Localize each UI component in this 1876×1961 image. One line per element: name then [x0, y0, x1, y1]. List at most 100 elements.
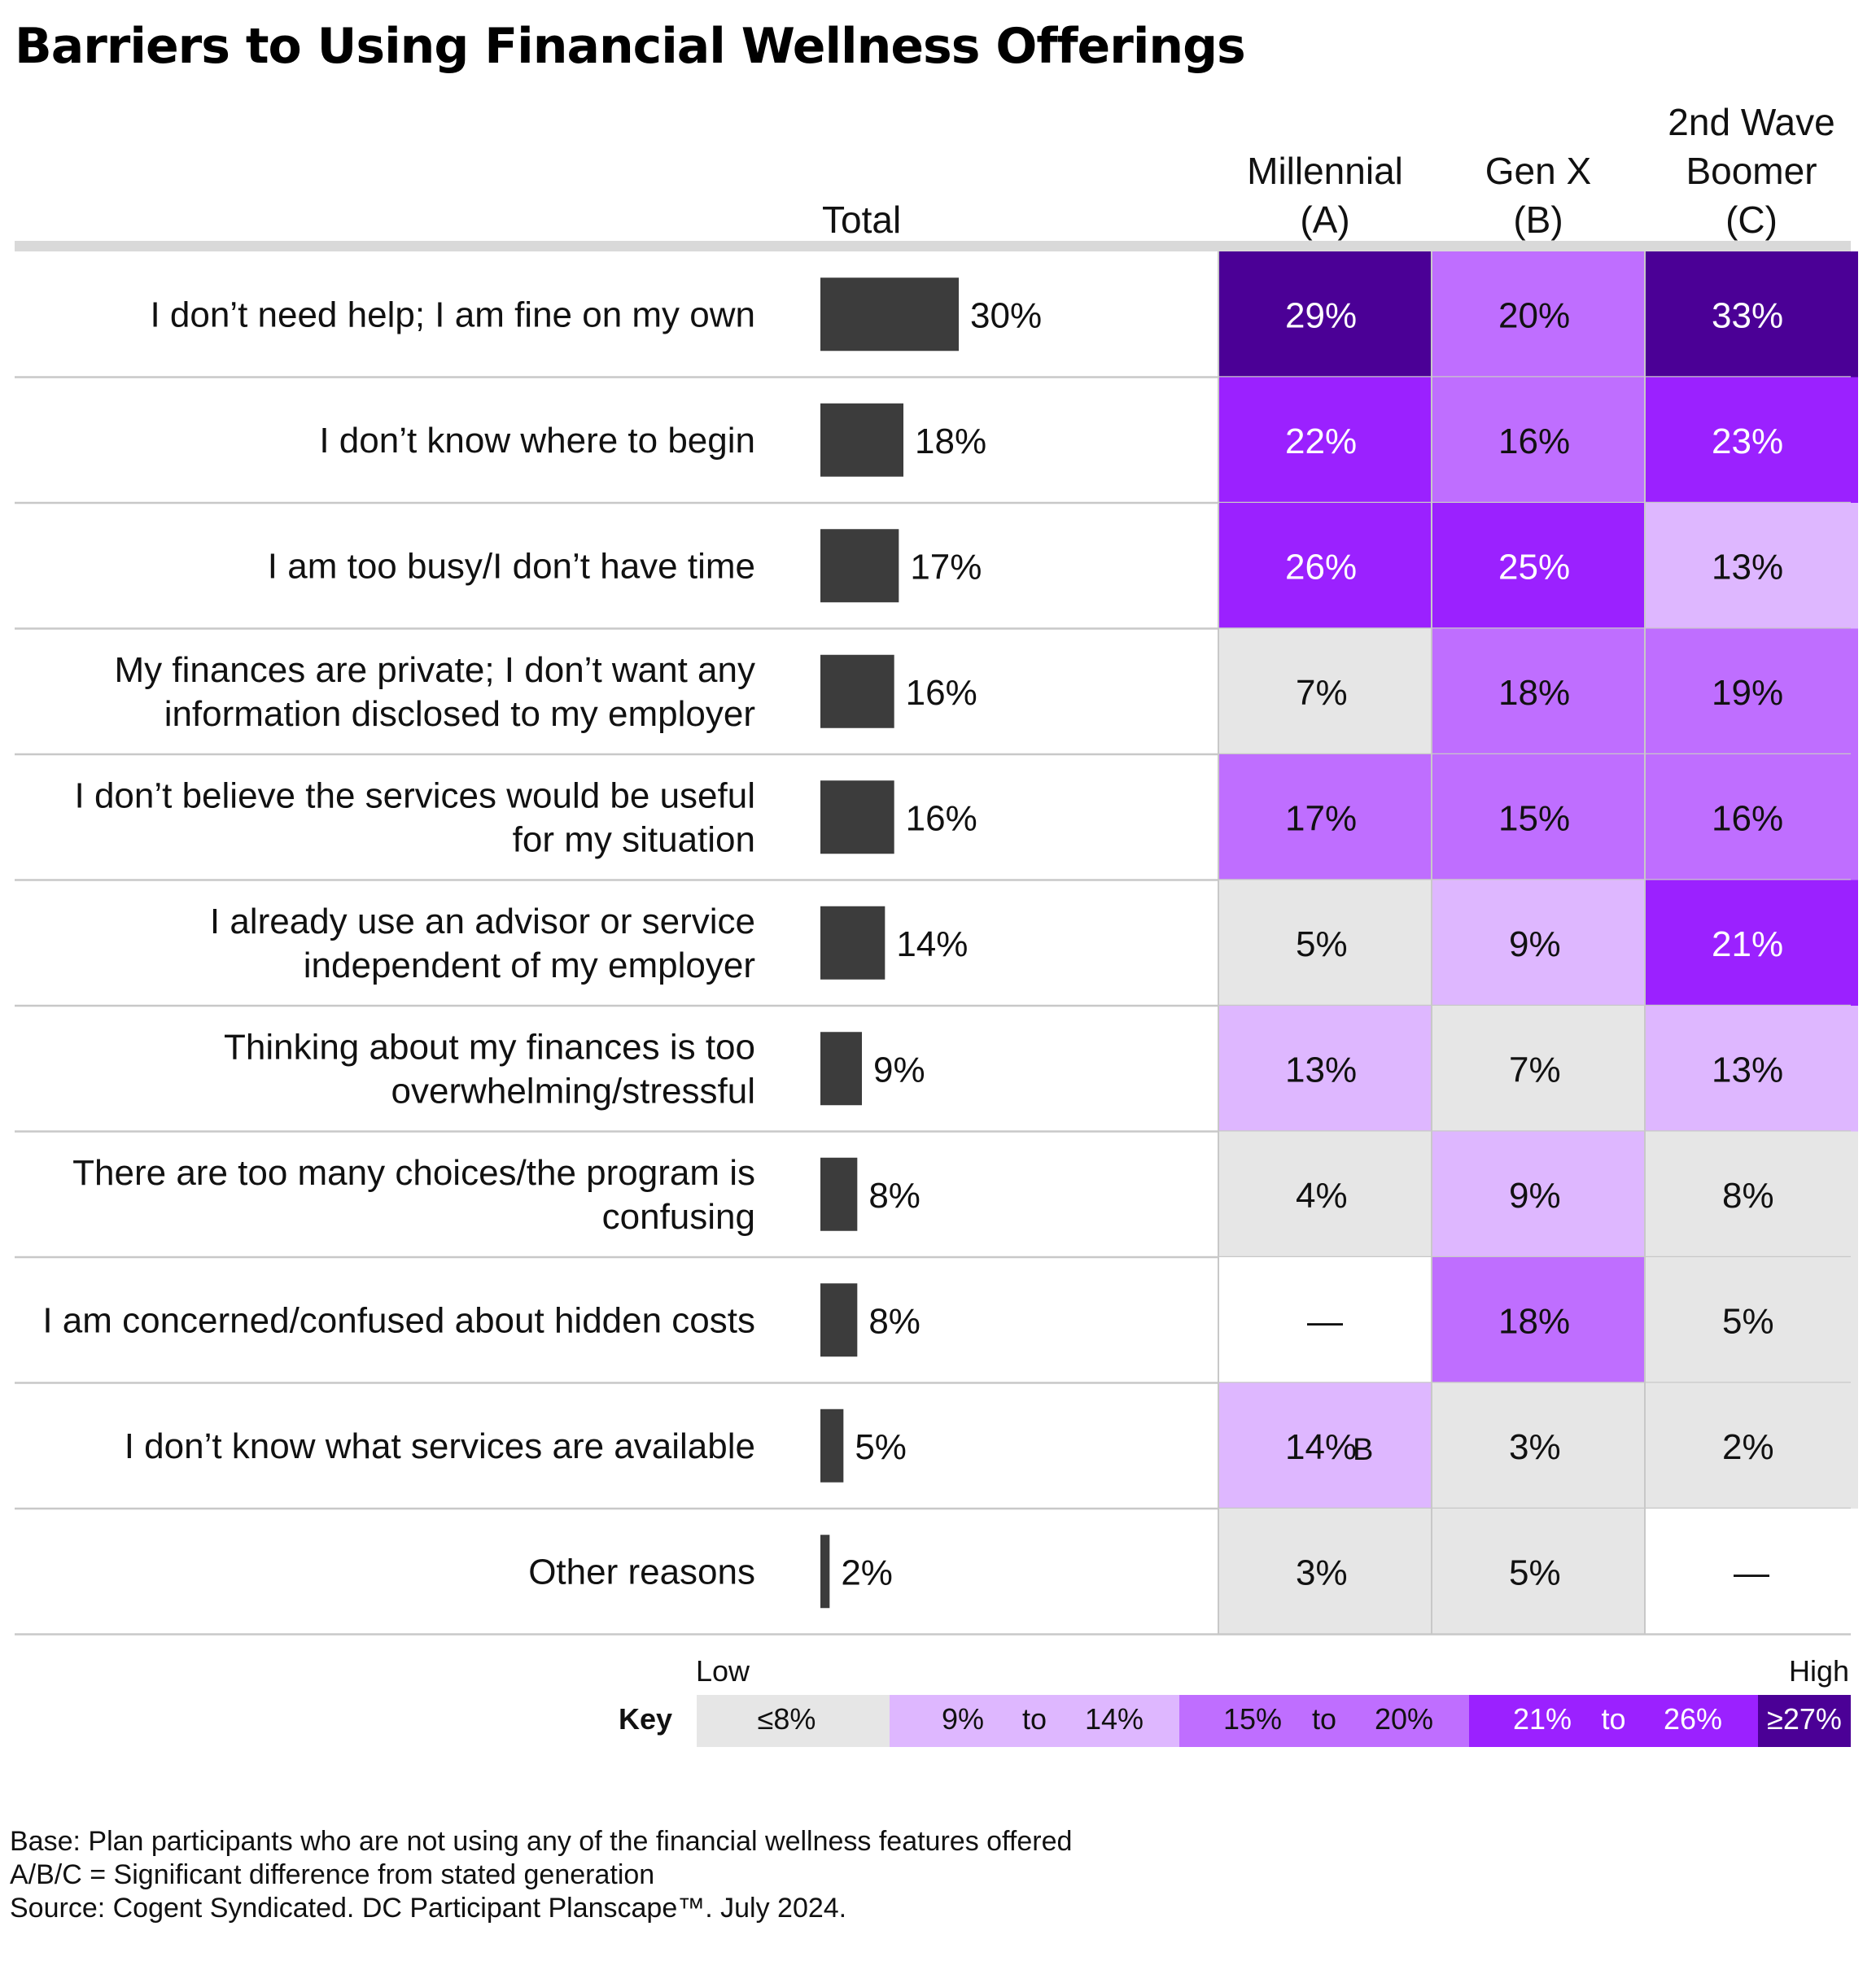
category-label-line-1: I already use an advisor or service — [210, 902, 755, 941]
category-label-line-1: My finances are private; I don’t want an… — [114, 650, 755, 690]
category-label-line-2: overwhelming/stressful — [391, 1071, 756, 1111]
heat-cell-label: 5% — [1509, 1553, 1561, 1592]
total-bar-label: 14% — [896, 924, 968, 964]
total-bar-label: 5% — [855, 1427, 907, 1467]
total-bar — [820, 529, 899, 603]
total-bar-label: 18% — [915, 421, 986, 461]
total-bar — [820, 1032, 862, 1106]
heat-cell-label: 2% — [1722, 1427, 1774, 1467]
heat-cell — [1218, 754, 1432, 880]
total-bar-label: 8% — [868, 1176, 921, 1216]
millennial-header-line-2: (A) — [1300, 199, 1350, 241]
header-divider — [15, 241, 1851, 251]
significance-marker: B — [1353, 1433, 1373, 1467]
key-bin-to: to — [1312, 1702, 1336, 1736]
category-label-line-1: There are too many choices/the program i… — [72, 1153, 755, 1193]
category-label-line-1: I don’t believe the services would be us… — [75, 775, 756, 815]
heat-cell — [1645, 754, 1858, 880]
key-bin-from: 9% — [942, 1702, 984, 1736]
heat-cell — [1218, 880, 1432, 1006]
key-bin-to: to — [1601, 1702, 1625, 1736]
page-title: Barriers to Using Financial Wellness Off… — [15, 18, 1246, 75]
heat-cell — [1432, 1382, 1645, 1509]
heat-cell-label: 25% — [1498, 547, 1570, 587]
category-label-line-2: confusing — [602, 1197, 755, 1237]
heat-cell-label: 18% — [1498, 1301, 1570, 1341]
boomer-header-line-2: Boomer — [1686, 150, 1817, 192]
millennial-column-header: Millennial (A) — [1218, 146, 1432, 244]
heat-cell — [1432, 880, 1645, 1006]
total-bar-label: 8% — [868, 1301, 921, 1341]
heat-cell-label: 9% — [1509, 924, 1561, 964]
key-swatch — [1758, 1695, 1851, 1747]
heat-cell — [1645, 880, 1858, 1006]
key-swatch — [1469, 1695, 1758, 1747]
heat-cell-label: 16% — [1498, 421, 1570, 461]
heat-cell-label: 9% — [1509, 1176, 1561, 1216]
heat-cell — [1218, 1131, 1432, 1257]
heat-cell-label: 15% — [1498, 798, 1570, 838]
heat-cell — [1645, 1006, 1858, 1132]
heat-cell-label: 26% — [1285, 547, 1357, 587]
heat-cell — [1645, 251, 1858, 378]
heat-cell — [1432, 1509, 1645, 1635]
total-bar — [820, 403, 903, 477]
total-bar — [820, 1157, 858, 1231]
category-label-line-2: information disclosed to my employer — [164, 694, 755, 734]
heat-cell-label: 7% — [1296, 673, 1348, 713]
total-bar-label: 17% — [910, 547, 982, 587]
total-bar — [820, 654, 894, 728]
total-bar-label: 16% — [906, 673, 977, 713]
heat-cell-label: — — [1734, 1553, 1769, 1592]
total-bar — [820, 906, 886, 980]
category-label: Other reasons — [528, 1552, 755, 1592]
heat-cell-label: — — [1307, 1301, 1343, 1341]
heat-cell — [1218, 1257, 1432, 1383]
heat-cell — [1432, 1006, 1645, 1132]
key-bin-label: ≥27% — [1767, 1702, 1842, 1736]
heat-cell-label: 20% — [1498, 295, 1570, 335]
heat-cell — [1218, 1509, 1432, 1635]
heat-cell-label: 13% — [1712, 1050, 1783, 1090]
key-bin-to: to — [1022, 1702, 1047, 1736]
heat-cell-label: 29% — [1285, 295, 1357, 335]
total-bar — [820, 1283, 858, 1357]
heat-cell — [1218, 1382, 1432, 1509]
heat-cell — [1218, 377, 1432, 503]
total-bar — [820, 1535, 830, 1609]
category-label: I am too busy/I don’t have time — [268, 546, 755, 586]
heat-cell-label: 17% — [1285, 798, 1357, 838]
key-high-label: High — [1789, 1654, 1849, 1688]
heat-cell — [1432, 628, 1645, 754]
heat-cell — [1645, 628, 1858, 754]
heat-cell — [1218, 503, 1432, 629]
heat-cell-label: 33% — [1712, 295, 1783, 335]
heat-cell-label: 22% — [1285, 421, 1357, 461]
footnote-significance: A/B/C = Significant difference from stat… — [10, 1859, 655, 1890]
key-bin-to-value: 20% — [1375, 1702, 1433, 1736]
heat-cell — [1432, 251, 1645, 378]
key-title: Key — [619, 1702, 672, 1736]
key-swatch — [890, 1695, 1179, 1747]
heat-cell — [1432, 377, 1645, 503]
heat-cell — [1645, 503, 1858, 629]
total-bar-label: 2% — [841, 1553, 893, 1592]
heat-cell — [1645, 1131, 1858, 1257]
heat-cell-label: 16% — [1712, 798, 1783, 838]
heat-cell-label: 3% — [1296, 1553, 1348, 1592]
total-bar — [820, 1409, 844, 1483]
boomer-column-header: 2nd Wave Boomer (C) — [1645, 98, 1858, 244]
heat-cell — [1645, 1382, 1858, 1509]
heat-cell-label: 21% — [1712, 924, 1783, 964]
heat-cell — [1218, 251, 1432, 378]
category-label-line-2: independent of my employer — [304, 946, 755, 985]
heat-cell — [1645, 377, 1858, 503]
heat-cell — [1432, 1257, 1645, 1383]
key-bin-from: 15% — [1223, 1702, 1282, 1736]
category-label: I am concerned/confused about hidden cos… — [42, 1300, 755, 1340]
heat-cell — [1218, 1006, 1432, 1132]
heat-cell-label: 8% — [1722, 1176, 1774, 1216]
genx-column-header: Gen X (B) — [1432, 146, 1645, 244]
total-bar-label: 16% — [906, 798, 977, 838]
heat-cell — [1645, 1509, 1858, 1635]
